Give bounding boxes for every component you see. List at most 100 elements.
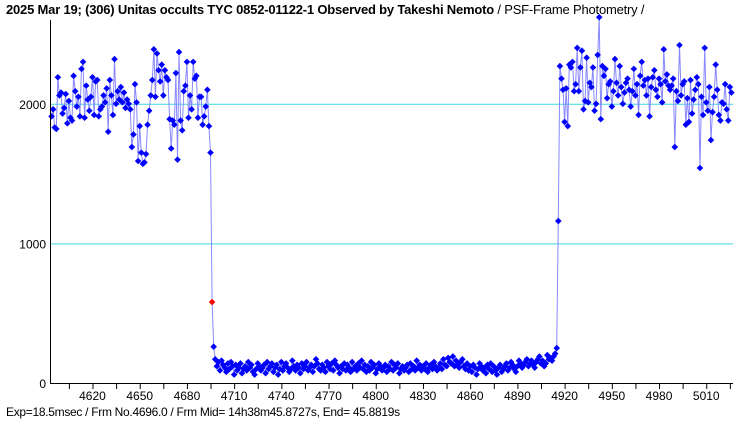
data-point — [284, 364, 291, 371]
data-point — [108, 92, 115, 99]
data-point — [120, 89, 128, 96]
data-point — [314, 360, 321, 367]
data-point — [352, 362, 359, 370]
data-point — [616, 62, 623, 70]
data-point — [249, 368, 257, 376]
data-point — [652, 86, 660, 94]
data-point — [202, 103, 210, 110]
data-point — [144, 121, 151, 129]
data-point — [174, 156, 181, 163]
data-point — [595, 13, 603, 21]
x-tick-label: 4770 — [315, 389, 342, 403]
data-point — [370, 361, 378, 369]
data-point — [691, 86, 699, 94]
data-point — [707, 136, 715, 144]
data-point — [503, 360, 510, 367]
data-point — [106, 76, 114, 84]
data-point — [617, 83, 625, 91]
data-point — [493, 371, 501, 378]
data-point — [131, 80, 139, 88]
data-point — [148, 76, 156, 84]
data-point — [613, 79, 620, 87]
data-point — [182, 82, 189, 89]
data-point — [263, 358, 271, 366]
data-point — [548, 357, 556, 364]
data-point — [405, 368, 413, 376]
data-point — [614, 92, 622, 99]
data-point — [671, 143, 679, 151]
data-point — [312, 355, 320, 363]
data-point — [268, 360, 276, 367]
data-point — [274, 371, 282, 378]
data-point — [109, 111, 117, 119]
data-point — [353, 367, 361, 374]
data-point — [712, 61, 719, 68]
data-point — [210, 343, 217, 350]
highlighted-data-point — [208, 298, 216, 306]
data-point — [628, 87, 636, 95]
data-point — [644, 75, 652, 82]
data-point — [216, 367, 224, 374]
data-point — [611, 55, 619, 63]
data-point — [658, 99, 666, 106]
data-point — [303, 358, 310, 366]
data-point — [166, 115, 173, 123]
data-point — [141, 159, 148, 166]
data-point — [205, 122, 213, 130]
data-point — [112, 100, 120, 108]
data-point — [657, 80, 664, 88]
data-point — [584, 99, 592, 106]
data-point — [597, 115, 605, 123]
data-point — [142, 150, 150, 158]
frame-info: Exp=18.5msec / Frm No.4696.0 / Frm Mid= … — [6, 405, 400, 419]
data-point — [422, 360, 430, 367]
data-point — [594, 51, 601, 59]
data-point — [684, 94, 691, 102]
data-point — [706, 83, 713, 91]
data-point — [649, 73, 657, 81]
data-point — [238, 369, 246, 377]
data-point — [413, 357, 420, 364]
data-point — [512, 368, 520, 376]
data-point — [123, 96, 131, 103]
data-point — [724, 117, 732, 124]
data-point — [394, 360, 402, 367]
data-point — [367, 358, 375, 366]
data-point — [221, 364, 228, 371]
data-point — [440, 355, 447, 363]
data-point — [482, 369, 490, 377]
data-point — [674, 97, 682, 105]
x-tick-label: 4920 — [551, 389, 578, 403]
chart-title: 2025 Mar 19; (306) Unitas occults TYC 08… — [6, 2, 645, 17]
series-line — [51, 17, 732, 377]
data-point — [137, 149, 145, 156]
data-point — [695, 80, 702, 88]
data-point — [693, 73, 701, 81]
data-point — [411, 367, 419, 374]
data-point — [180, 87, 188, 95]
data-point — [278, 358, 285, 366]
data-point — [676, 41, 683, 49]
data-point — [229, 362, 236, 370]
data-point — [655, 75, 663, 82]
data-point — [111, 55, 118, 63]
data-point — [93, 76, 101, 84]
data-point — [334, 364, 342, 371]
data-point — [443, 362, 450, 370]
data-point — [163, 73, 170, 81]
data-point — [76, 113, 84, 120]
data-point — [632, 92, 639, 99]
data-point — [468, 368, 476, 376]
data-point — [553, 344, 561, 352]
data-point — [624, 75, 631, 82]
data-point — [153, 50, 161, 57]
data-point — [580, 106, 587, 113]
data-point — [243, 367, 251, 374]
x-tick-label: 4710 — [221, 389, 248, 403]
data-point — [673, 87, 680, 95]
data-point — [160, 92, 167, 99]
data-point — [52, 125, 60, 133]
data-point — [62, 90, 70, 98]
data-point — [185, 114, 192, 122]
data-point — [98, 103, 106, 110]
